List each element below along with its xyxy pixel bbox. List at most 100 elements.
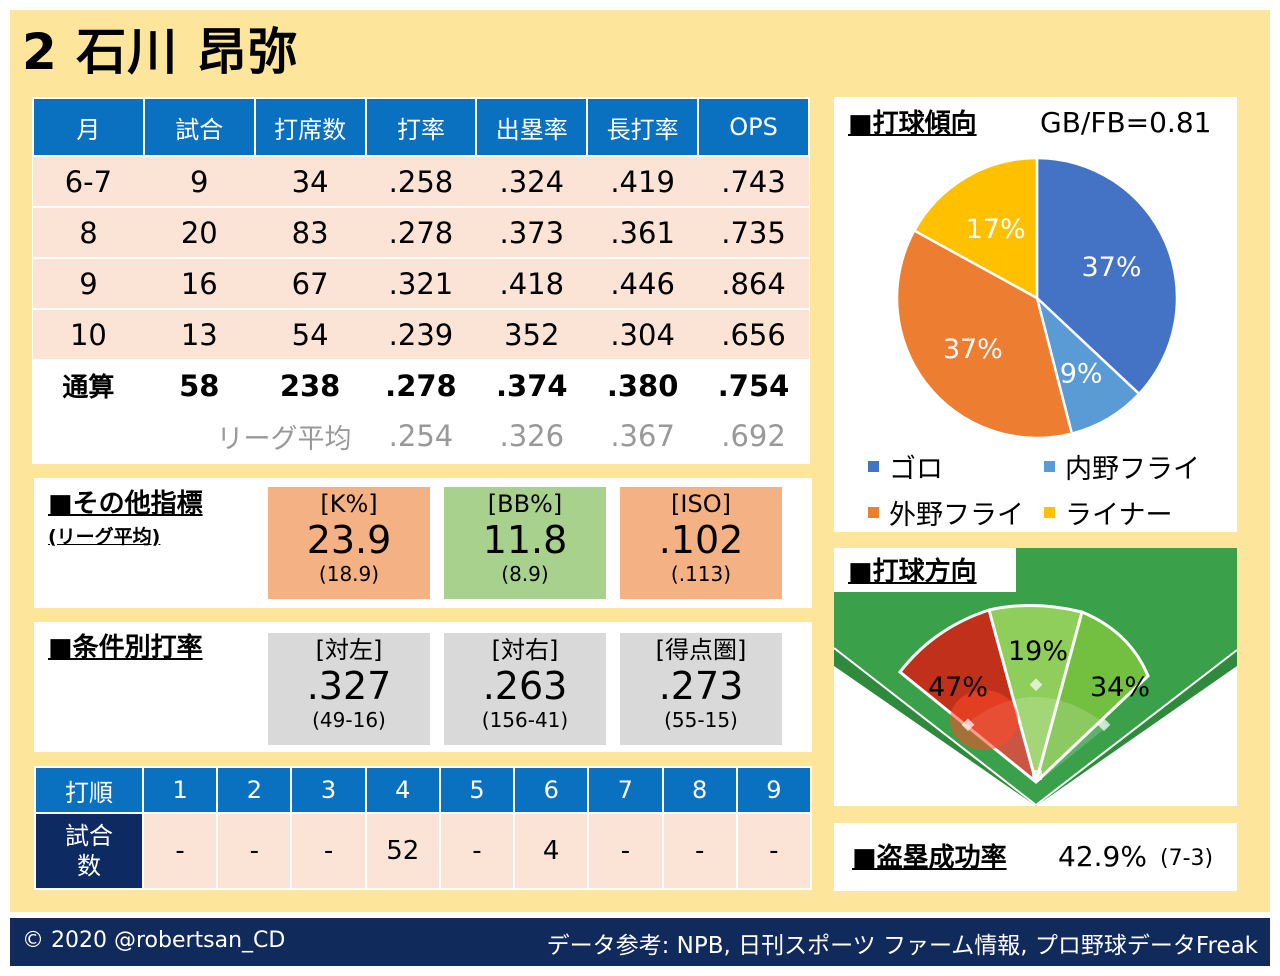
- pie-slice: [912, 158, 1039, 301]
- metric-iso: [ISO] .102 (.113): [620, 487, 782, 599]
- table-cell: 83: [254, 206, 366, 259]
- table-cell: -: [735, 812, 813, 890]
- pie-slice: [1035, 158, 1179, 396]
- data-source: データ参考: NPB, 日刊スポーツ ファーム情報, プロ野球データFreak: [546, 933, 1258, 959]
- table-row: 10 13 54 .239 352 .304 .656: [33, 308, 809, 361]
- pie-slice-label: 17%: [966, 214, 1026, 245]
- league-average-label: リーグ平均: [33, 410, 366, 462]
- legend-item: 内野フライ: [1044, 447, 1200, 486]
- header-cell: 8: [661, 766, 738, 814]
- table-cell: 58: [143, 359, 255, 412]
- header-cell: 打率: [364, 97, 478, 157]
- table-cell: -: [438, 812, 516, 890]
- metric-label: [ISO]: [671, 490, 731, 518]
- table-cell: .380: [587, 359, 699, 412]
- left-field-pct: 47%: [928, 672, 989, 703]
- table-cell: .692: [698, 410, 809, 462]
- direction-panel: ■打球方向 47% 19% 34%: [834, 548, 1237, 806]
- pie-slice-label: 9%: [1060, 359, 1103, 390]
- total-label: 通算: [33, 359, 144, 412]
- footer-bar: © 2020 @robertsan_CD データ参考: NPB, 日刊スポーツ …: [10, 918, 1270, 966]
- table-cell: -: [290, 812, 367, 890]
- table-cell: -: [661, 812, 738, 890]
- page-title: 2 石川 昂弥: [22, 23, 299, 81]
- foul-line: [1035, 649, 1237, 806]
- metric-league-value: (8.9): [501, 562, 549, 586]
- table-cell: 6-7: [33, 155, 144, 208]
- table-cell: .239: [365, 308, 477, 361]
- row-header: 試合数: [34, 812, 144, 890]
- table-cell: 13: [143, 308, 255, 361]
- metric-value: .273: [658, 664, 744, 708]
- table-cell: .754: [698, 359, 809, 412]
- table-cell: 8: [33, 206, 144, 259]
- other-metrics-title: ■その他指標: [48, 489, 203, 519]
- direction-title-box: [834, 548, 1016, 592]
- header-cell: 5: [438, 766, 516, 814]
- center-field-zone: [989, 605, 1082, 782]
- legend-label: 外野フライ: [889, 500, 1024, 531]
- gbfb-ratio: GB/FB=0.81: [1040, 106, 1212, 139]
- header-cell: 4: [364, 766, 441, 814]
- pie-slice-label: 37%: [943, 334, 1003, 365]
- metric-value: 11.8: [482, 518, 568, 562]
- table-cell: .361: [587, 206, 699, 259]
- table-cell: 34: [254, 155, 366, 208]
- table-cell: 238: [254, 359, 366, 412]
- header-cell: 6: [513, 766, 590, 814]
- legend-label: ゴロ: [889, 454, 943, 485]
- home-plate: [1032, 770, 1042, 780]
- metric-label: [対左]: [315, 636, 383, 664]
- metric-bb-pct: [BB%] 11.8 (8.9): [444, 487, 606, 599]
- legend-item: ライナー: [1044, 493, 1172, 532]
- table-cell: .326: [476, 410, 588, 462]
- right-field-pct: 34%: [1090, 672, 1151, 703]
- table-cell: .278: [365, 359, 477, 412]
- legend-swatch: [868, 461, 879, 472]
- table-cell: 10: [33, 308, 144, 361]
- batted-ball-title: ■打球傾向: [848, 109, 977, 139]
- table-header-row: 打順 1 2 3 4 5 6 7 8 9: [34, 766, 813, 814]
- header-cell: 7: [587, 766, 664, 814]
- table-header-row: 月 試合 打席数 打率 出塁率 長打率 OPS: [32, 97, 810, 157]
- metric-value: 23.9: [306, 518, 392, 562]
- zone-divider: [897, 604, 1150, 784]
- table-cell: -: [216, 812, 293, 890]
- pie-slice-label: 37%: [1082, 252, 1142, 283]
- metric-label: [対右]: [491, 636, 559, 664]
- legend-item: 外野フライ: [868, 493, 1024, 532]
- league-average-row: リーグ平均 .254 .326 .367 .692: [33, 410, 809, 462]
- table-cell: .324: [476, 155, 588, 208]
- table-cell: .258: [365, 155, 477, 208]
- table-row: 試合数 - - - 52 - 4 - - -: [34, 812, 813, 890]
- other-metrics-subtitle: (リーグ平均): [48, 526, 161, 548]
- header-cell: 9: [735, 766, 813, 814]
- table-cell: 9: [143, 155, 255, 208]
- table-cell: .304: [587, 308, 699, 361]
- legend-swatch: [1044, 461, 1055, 472]
- header-cell: 月: [32, 97, 145, 157]
- row-header-line: 試合: [65, 822, 113, 850]
- table-row: 8 20 83 .278 .373 .361 .735: [33, 206, 809, 259]
- metric-value: .263: [482, 664, 568, 708]
- metric-league-value: (18.9): [318, 562, 380, 586]
- pie-chart: 37% 9% 37% 17%: [895, 158, 1179, 440]
- baseball-field: [834, 548, 1237, 806]
- header-cell: 出塁率: [475, 97, 589, 157]
- table-cell: .374: [476, 359, 588, 412]
- row-header-line: 数: [77, 852, 101, 880]
- metric-value: .327: [306, 664, 392, 708]
- infield-glow: [950, 690, 1018, 750]
- center-field-pct: 19%: [1008, 636, 1069, 667]
- table-cell: .735: [698, 206, 809, 259]
- legend-label: 内野フライ: [1065, 454, 1200, 485]
- direction-title: ■打球方向: [848, 557, 977, 587]
- table-cell: .418: [476, 257, 588, 310]
- pie-slice: [895, 228, 1074, 440]
- table-cell: .278: [365, 206, 477, 259]
- legend-swatch: [1044, 507, 1055, 518]
- table-cell: 52: [364, 812, 441, 890]
- table-cell: -: [587, 812, 664, 890]
- metric-vs-left: [対左] .327 (49-16): [268, 633, 430, 745]
- table-cell: .419: [587, 155, 699, 208]
